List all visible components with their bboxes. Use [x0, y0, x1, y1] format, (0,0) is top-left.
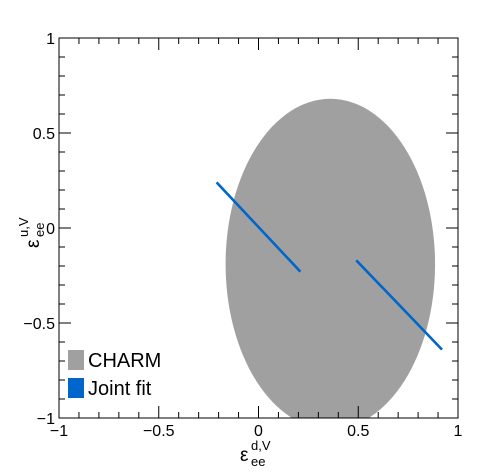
charm-region — [225, 98, 436, 418]
svg-text:d,V: d,V — [251, 438, 271, 453]
legend-label-joint-fit: Joint fit — [88, 378, 152, 400]
svg-text:ee: ee — [32, 223, 47, 237]
y-tick-label: −0.5 — [23, 316, 55, 333]
legend: CHARM Joint fit — [68, 350, 161, 400]
y-axis-label: ε u,V ee — [16, 217, 47, 248]
legend-swatch-charm — [68, 350, 84, 370]
y-tick-label: −1 — [37, 411, 55, 428]
legend-swatch-joint-fit — [68, 378, 84, 398]
joint-fit-band-2 — [355, 259, 443, 351]
svg-text:u,V: u,V — [16, 217, 31, 237]
legend-label-charm: CHARM — [88, 350, 161, 372]
svg-text:ε: ε — [23, 239, 44, 248]
x-tick-label: −0.5 — [143, 423, 175, 440]
x-tick-label: −1 — [50, 423, 68, 440]
x-tick-label: 1 — [454, 423, 463, 440]
y-tick-label: 0 — [46, 221, 55, 238]
svg-text:ee: ee — [251, 454, 265, 469]
y-tick-label: 1 — [46, 31, 55, 48]
x-axis-label: ε d,V ee — [240, 438, 271, 469]
x-tick-label: 0.5 — [347, 423, 369, 440]
x-tick-label: 0 — [254, 423, 263, 440]
svg-text:ε: ε — [240, 445, 249, 466]
y-tick-label: 0.5 — [33, 126, 55, 143]
joint-fit-band-1 — [215, 181, 302, 273]
